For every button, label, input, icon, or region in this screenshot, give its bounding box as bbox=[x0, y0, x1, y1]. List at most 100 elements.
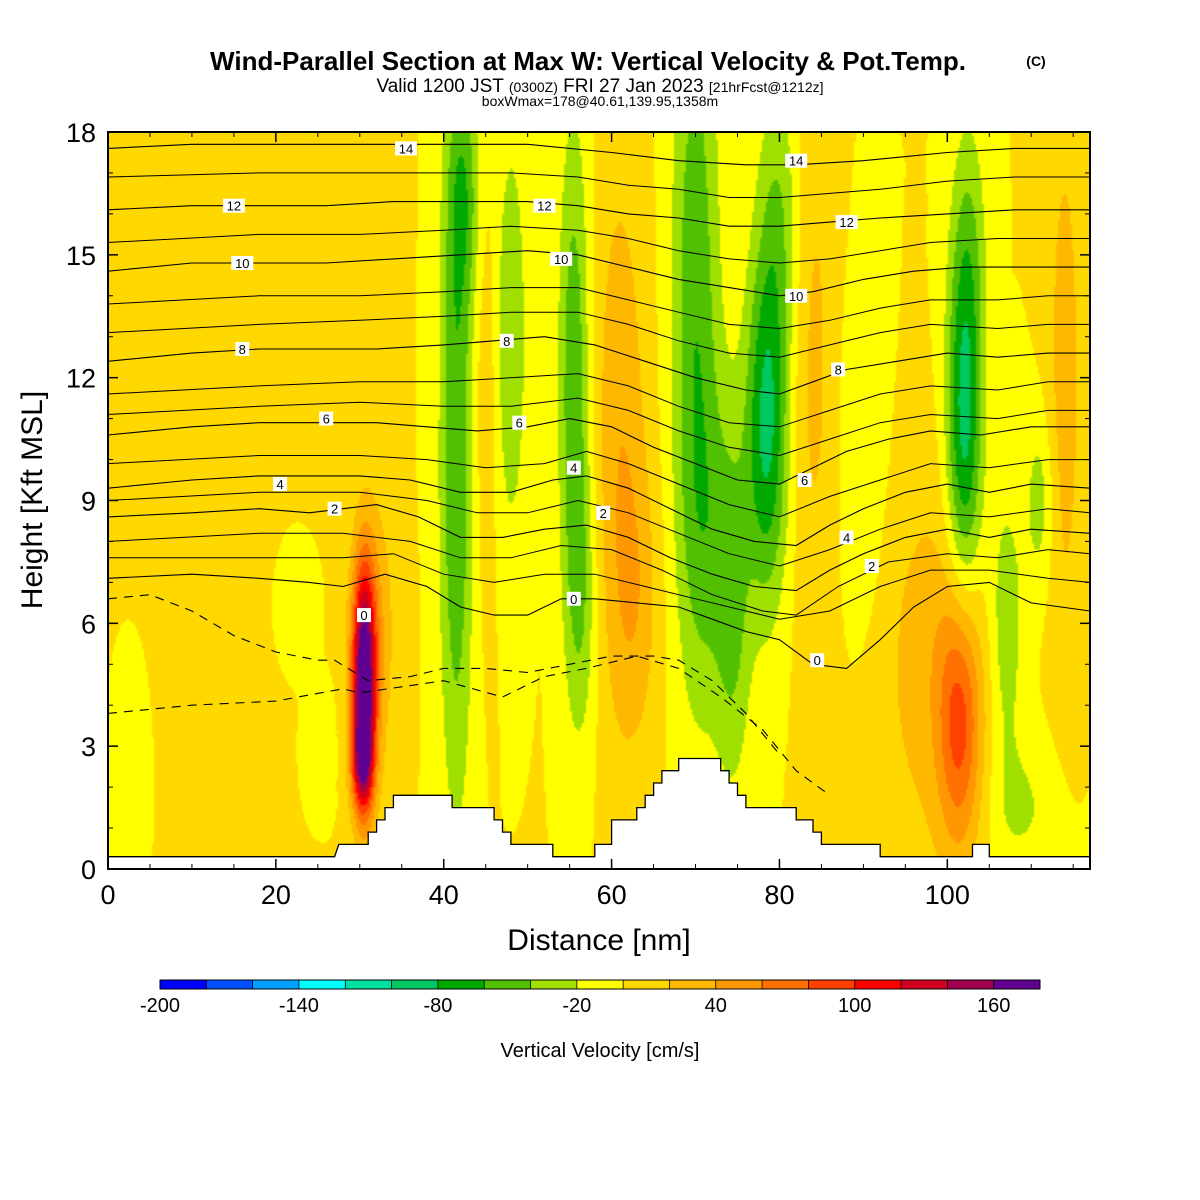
contour-label-text: 6 bbox=[323, 412, 330, 427]
contour-label: 14 bbox=[785, 153, 808, 169]
y-tick-label: 18 bbox=[66, 118, 96, 148]
colorbar-swatch bbox=[901, 980, 948, 989]
contour-label: 0 bbox=[566, 591, 581, 607]
theta-contour-line bbox=[108, 532, 1090, 616]
contour-label-bg bbox=[327, 501, 342, 516]
contour-label-bg bbox=[235, 342, 250, 356]
contour-label: 8 bbox=[499, 333, 514, 349]
contour-label: 4 bbox=[566, 460, 581, 476]
copyright-mark: (C) bbox=[1026, 53, 1045, 69]
contour-label-bg bbox=[831, 362, 846, 377]
chart-subtitle-2: boxWmax=178@40.61,139.95,1358m bbox=[482, 93, 718, 109]
colorbar-swatch bbox=[298, 980, 346, 989]
contour-label: 10 bbox=[785, 288, 808, 304]
contour-labels: 14 14 12 12 12 10 10 10 8 8 8 6 6 6 4 4 4 2 2 2 0 0 0 bbox=[222, 141, 879, 668]
contour-label-bg bbox=[512, 415, 527, 430]
colorbar-frame bbox=[159, 979, 1041, 990]
theta-contour-line bbox=[108, 553, 1090, 620]
contour-label: 0 bbox=[357, 608, 371, 623]
theta-contour-line bbox=[108, 450, 1090, 518]
colorbar-swatch bbox=[160, 980, 207, 989]
colorbar-swatch bbox=[437, 980, 485, 989]
contour-label: 8 bbox=[831, 362, 846, 378]
y-tick-label: 15 bbox=[66, 241, 96, 271]
contour-label-bg bbox=[231, 256, 254, 270]
subtitle-forecast: [21hrFcst@1212z] bbox=[709, 79, 824, 95]
colorbar-tick-label: 40 bbox=[705, 995, 727, 1017]
contour-label: 14 bbox=[395, 141, 417, 156]
theta-contour-10 bbox=[108, 250, 1090, 297]
colorbar-swatch bbox=[530, 980, 578, 989]
terrain bbox=[108, 757, 1090, 869]
y-tick-label: 3 bbox=[81, 732, 96, 762]
contour-label: 6 bbox=[797, 473, 812, 488]
colorbar-swatch bbox=[623, 980, 670, 989]
contour-label: 12 bbox=[222, 198, 245, 214]
colorbar-swatch bbox=[854, 980, 902, 989]
y-tick-label: 9 bbox=[81, 487, 96, 517]
theta-contour-0 bbox=[108, 573, 1090, 669]
x-axis-label: Distance [nm] bbox=[507, 924, 690, 957]
contour-label-text: 2 bbox=[600, 506, 607, 521]
contour-label-bg bbox=[835, 215, 858, 230]
theta-contour-line bbox=[108, 397, 1090, 457]
colorbar-tick-label: -200 bbox=[140, 995, 180, 1017]
contour-label-text: 4 bbox=[276, 477, 283, 492]
contour-label-text: 10 bbox=[235, 256, 249, 271]
contour-label-text: 8 bbox=[503, 334, 510, 349]
contour-label-text: 4 bbox=[570, 461, 577, 476]
theta-contour-line bbox=[108, 287, 1090, 330]
y-axis: 0 3 6 9 12 15 18 bbox=[66, 118, 1090, 885]
contour-label: 4 bbox=[839, 530, 854, 545]
colorbar-swatch bbox=[345, 980, 393, 989]
vertical-velocity-field bbox=[108, 132, 1090, 869]
contour-label-bg bbox=[566, 591, 581, 606]
contour-label-text: 12 bbox=[227, 199, 241, 214]
y-tick-label: 0 bbox=[81, 855, 96, 885]
subtitle-valid: Valid 1200 JST bbox=[376, 76, 504, 97]
colorbar-label: Vertical Velocity [cm/s] bbox=[501, 1040, 700, 1062]
contour-label: 6 bbox=[319, 411, 334, 427]
x-tick-label: 80 bbox=[764, 880, 794, 910]
contour-label: 2 bbox=[864, 559, 879, 574]
contour-label-bg bbox=[222, 198, 245, 213]
theta-contour-8 bbox=[108, 336, 1090, 395]
contour-label-bg bbox=[839, 530, 854, 545]
theta-contour-line bbox=[108, 373, 1090, 428]
contour-label-text: 10 bbox=[554, 252, 568, 267]
contour-label-bg bbox=[566, 460, 581, 475]
contour-label-bg bbox=[864, 559, 879, 573]
contour-label-bg bbox=[785, 288, 808, 303]
theta-contour--2 bbox=[108, 594, 780, 755]
subtitle-date: FRI 27 Jan 2023 bbox=[563, 76, 703, 97]
colorbar-swatch bbox=[206, 980, 254, 989]
colorbar-swatch bbox=[252, 980, 300, 989]
colorbar-swatch bbox=[484, 980, 532, 989]
colorbar-swatch bbox=[808, 980, 856, 989]
colorbar-swatch bbox=[762, 980, 809, 989]
contour-label-bg bbox=[319, 411, 334, 426]
contour-label-text: 2 bbox=[868, 559, 875, 574]
contour-label: 10 bbox=[550, 251, 573, 267]
contour-label-text: 4 bbox=[843, 530, 850, 545]
potential-temperature-contours bbox=[108, 143, 1090, 796]
x-tick-label: 100 bbox=[925, 880, 970, 910]
colorbar-swatch bbox=[576, 980, 624, 989]
contour-label-text: 0 bbox=[360, 608, 367, 623]
contour-label: 0 bbox=[810, 653, 825, 668]
theta-contour-line bbox=[108, 172, 1090, 198]
contour-label-bg bbox=[550, 251, 573, 266]
colorbar-tick-label: -20 bbox=[562, 995, 591, 1017]
chart-title: Wind-Parallel Section at Max W: Vertical… bbox=[210, 46, 966, 76]
y-tick-label: 12 bbox=[66, 364, 96, 394]
y-tick-label: 6 bbox=[81, 609, 96, 639]
contour-label-text: 2 bbox=[331, 502, 338, 517]
contour-label-bg bbox=[797, 473, 812, 487]
contour-label-text: 12 bbox=[839, 215, 853, 230]
contour-label: 12 bbox=[835, 215, 858, 230]
contour-label: 2 bbox=[596, 505, 611, 521]
contour-label: 8 bbox=[235, 342, 250, 357]
theta-contour-line bbox=[108, 225, 1090, 264]
theta-contour-line bbox=[108, 311, 1090, 358]
